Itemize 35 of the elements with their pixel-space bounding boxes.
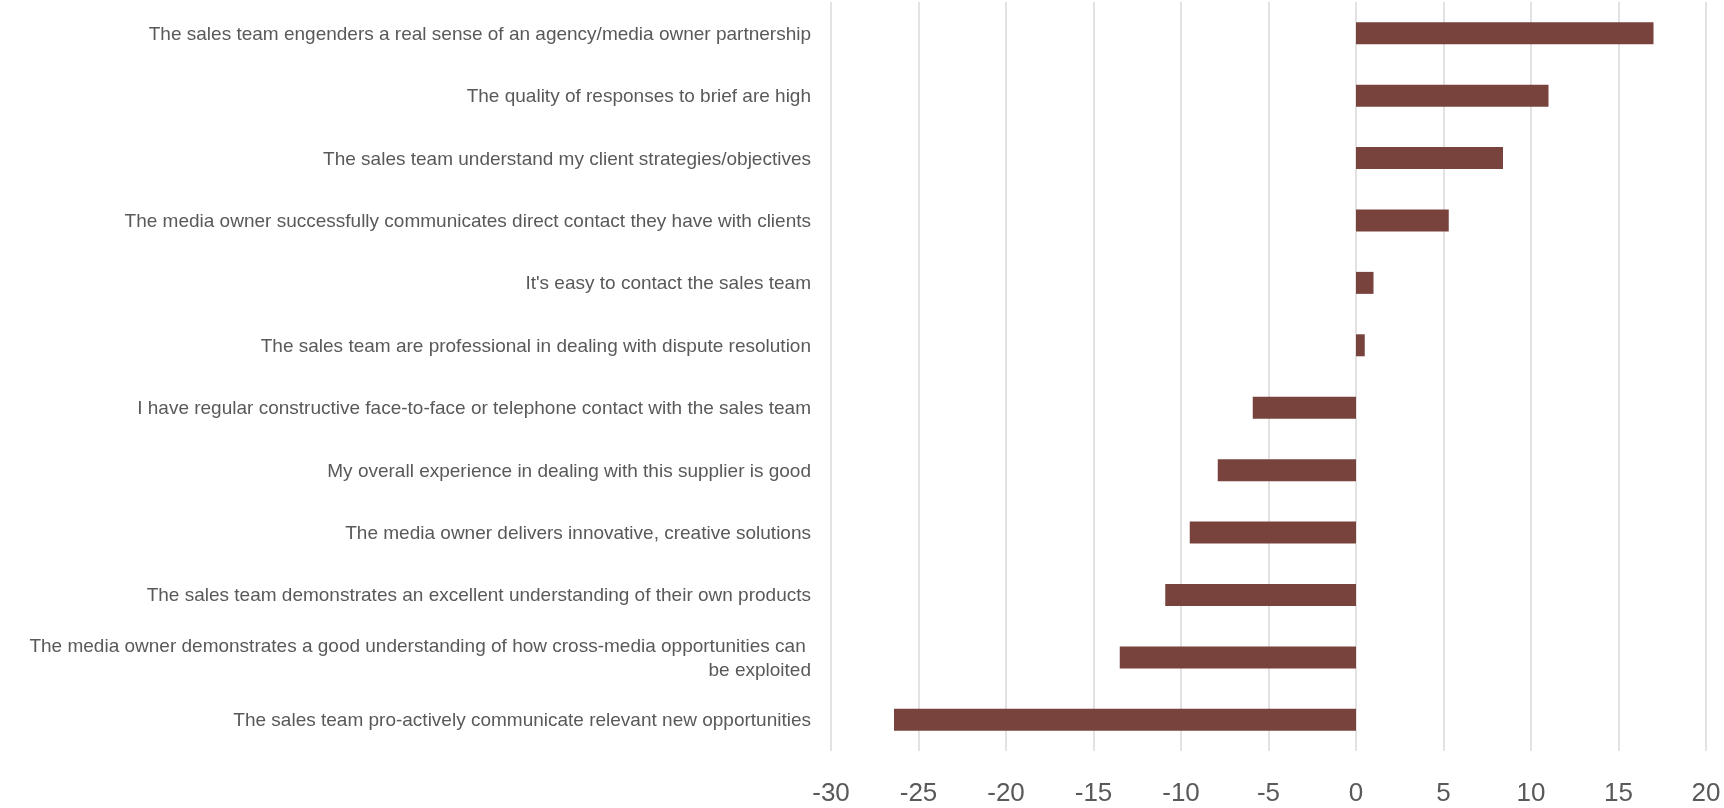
bar [1252,396,1356,419]
y-tick-label: The media owner delivers innovative, creative solutions [345,522,811,544]
bar [1356,334,1365,357]
y-tick-label: The sales team are professional in dealing with dispute resolution [260,334,811,356]
y-tick-label: The sales team pro-actively communicate relevant new opportunities [233,709,811,731]
x-tick-label: -5 [1256,777,1281,807]
x-tick-label: -25 [899,777,938,807]
x-tick-label: 10 [1516,777,1546,807]
bar [1356,209,1449,232]
y-tick-label: The media owner demonstrates a good understanding of how cross-media opportunities can be exploited [29,634,811,680]
y-tick-label: My overall experience in dealing with this supplier is good [327,459,811,481]
y-tick-label: It's easy to contact the sales team [525,272,811,294]
y-tick-label: The quality of responses to brief are high [466,85,811,107]
y-tick-label: The sales team understand my client strategies/objectives [323,147,811,169]
bar [1165,583,1356,606]
x-tick-label: 15 [1604,777,1633,807]
bar [1356,147,1503,170]
x-tick-label: -20 [987,777,1025,807]
bar [1119,646,1356,669]
y-tick-label: I have regular constructive face-to-face or telephone contact with the sales team [137,397,811,419]
bar [1189,521,1356,544]
y-tick-label: The media owner successfully communicates direct contact they have with clients [124,209,811,231]
bar [1217,459,1356,482]
y-tick-label: The sales team engenders a real sense of an agency/media owner partnership [148,22,811,44]
y-tick-label: The sales team demonstrates an excellent understanding of their own products [146,584,811,606]
bar [894,708,1356,731]
bar [1356,22,1654,45]
x-tick-label: 20 [1691,777,1721,807]
x-tick-label: -30 [812,777,850,807]
x-tick-label: -15 [1074,777,1113,807]
x-tick-label: 0 [1348,777,1364,807]
x-tick-label: 5 [1436,777,1451,807]
bar [1356,84,1549,107]
bar [1356,271,1374,294]
x-tick-label: -10 [1162,777,1200,807]
